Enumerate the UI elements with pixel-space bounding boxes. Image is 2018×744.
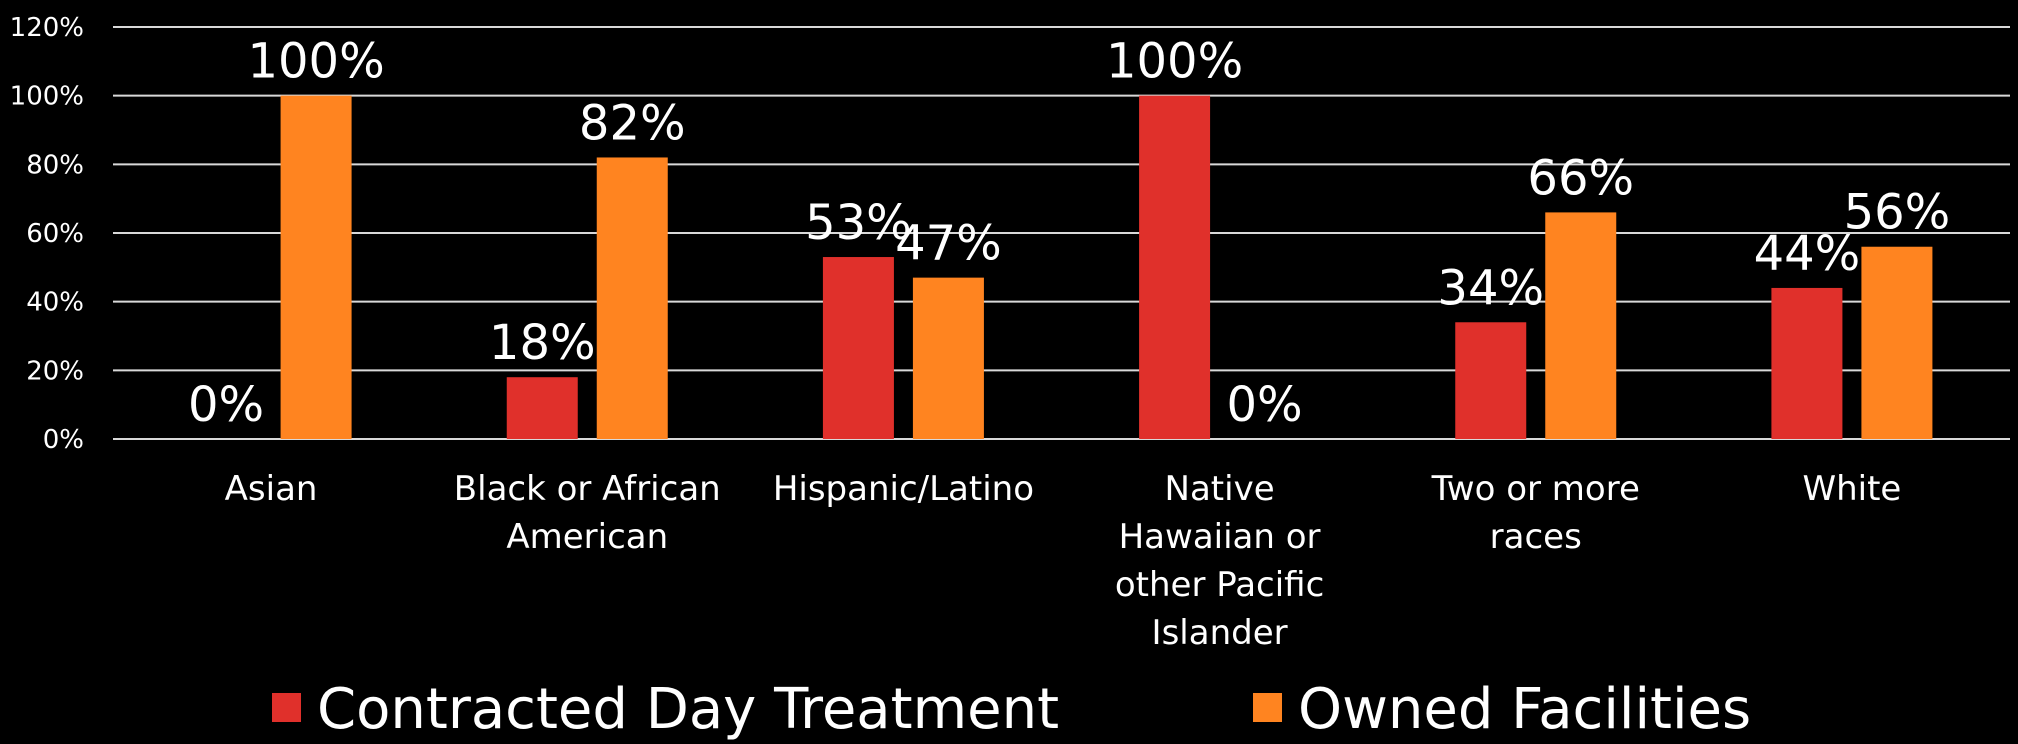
- data-label: 44%: [1754, 226, 1861, 282]
- data-label: 82%: [579, 95, 686, 151]
- category-label-line: Asian: [225, 469, 318, 509]
- y-tick-label: 60%: [26, 219, 84, 249]
- data-labels: 0% 100% 18% 82% 53%47% 100% 0% 34% 66% 44%56%: [188, 34, 1950, 433]
- category-label-line: Hawaiian or: [1119, 517, 1321, 557]
- category-label-line: Two or more: [1431, 469, 1640, 509]
- bar: [1455, 322, 1527, 439]
- category-label-line: Islander: [1152, 613, 1288, 653]
- data-label: 0%: [188, 377, 264, 433]
- y-tick-label: 120%: [10, 13, 84, 43]
- gridlines: [113, 26, 2010, 440]
- bar: [280, 95, 352, 440]
- legend-swatch: [272, 693, 301, 722]
- legend-label: Owned Facilities: [1298, 677, 1751, 742]
- bars: [280, 95, 1933, 440]
- category-label: Native Hawaiian or other Pacific Islander: [1115, 469, 1324, 653]
- y-axis-tick-labels: 0% 20% 40% 60% 80% 100% 120%: [10, 13, 84, 455]
- category-label-line: races: [1490, 517, 1582, 557]
- legend-label: Contracted Day Treatment: [317, 677, 1059, 742]
- data-label: 100%: [247, 34, 384, 90]
- bar: [596, 157, 668, 439]
- y-tick-label: 20%: [26, 356, 84, 386]
- category-label-line: Black or African: [454, 469, 721, 509]
- y-tick-label: 0%: [43, 425, 84, 455]
- bar: [1771, 287, 1843, 439]
- category-label-line: Native: [1165, 469, 1275, 509]
- data-label: 47%: [895, 216, 1002, 272]
- category-label-line: American: [506, 517, 668, 557]
- bar: [822, 257, 894, 439]
- category-label: Hispanic/Latino: [773, 469, 1034, 509]
- y-tick-label: 80%: [26, 150, 84, 180]
- bar: [1861, 246, 1933, 439]
- y-tick-label: 100%: [10, 82, 84, 112]
- data-label: 53%: [805, 195, 912, 251]
- category-label: Two or more races: [1431, 469, 1640, 557]
- bar: [912, 277, 984, 439]
- data-label: 100%: [1106, 34, 1243, 90]
- category-label-line: White: [1802, 469, 1901, 509]
- bar: [1545, 212, 1617, 439]
- legend: Contracted Day Treatment Owned Facilities: [272, 677, 1751, 742]
- data-label: 66%: [1527, 150, 1634, 206]
- category-label: Asian: [225, 469, 318, 509]
- data-label: 56%: [1844, 185, 1951, 241]
- y-tick-label: 40%: [26, 288, 84, 318]
- bar: [506, 377, 578, 439]
- category-labels: Asian Black or African American Hispanic/La…: [225, 469, 1902, 653]
- category-label-line: Hispanic/Latino: [773, 469, 1034, 509]
- category-label: White: [1802, 469, 1901, 509]
- data-label: 0%: [1227, 377, 1303, 433]
- data-label: 18%: [489, 315, 596, 371]
- data-label: 34%: [1437, 260, 1544, 316]
- category-label-line: other Pacific: [1115, 565, 1324, 605]
- bar: [1139, 95, 1211, 440]
- legend-swatch: [1253, 693, 1282, 722]
- category-label: Black or African American: [454, 469, 721, 557]
